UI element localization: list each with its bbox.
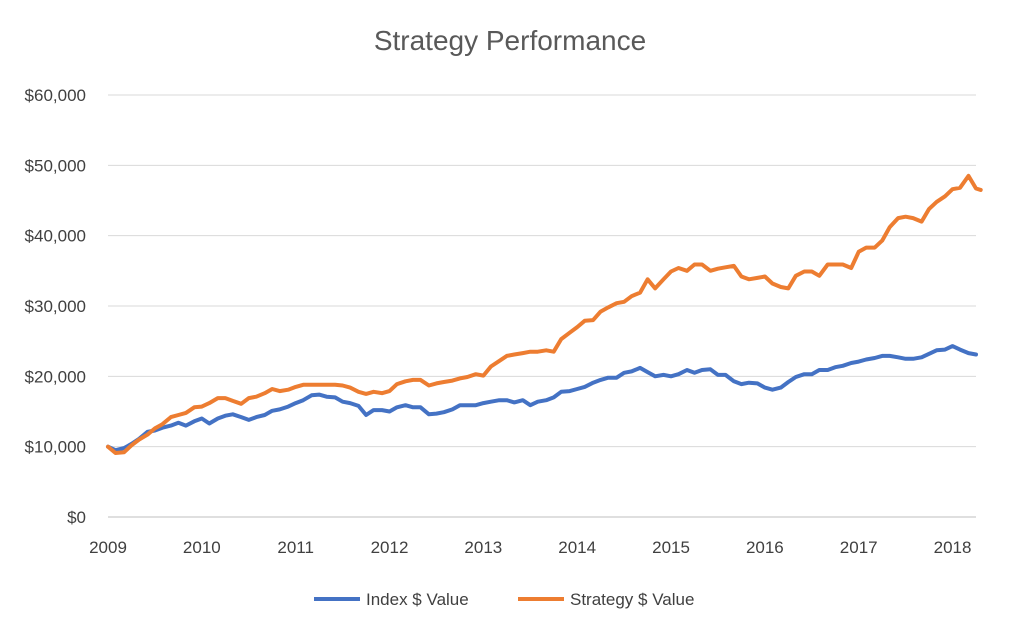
x-tick-label: 2015 (652, 538, 690, 557)
chart-title: Strategy Performance (374, 25, 646, 56)
legend-item: Index $ Value (314, 590, 469, 609)
x-tick-label: 2012 (371, 538, 409, 557)
legend: Index $ Value Strategy $ Value (314, 590, 694, 609)
x-tick-label: 2014 (558, 538, 596, 557)
x-tick-label: 2010 (183, 538, 221, 557)
y-tick-label: $60,000 (25, 86, 86, 105)
grid-layer (108, 94, 976, 518)
legend-label: Index $ Value (366, 590, 469, 609)
series-line-index (106, 344, 978, 453)
series-line-strategy (106, 173, 983, 455)
legend-label: Strategy $ Value (570, 590, 694, 609)
x-tick-label: 2018 (934, 538, 972, 557)
x-tick-label: 2017 (840, 538, 878, 557)
y-tick-label: $10,000 (25, 438, 86, 457)
y-tick-label: $40,000 (25, 227, 86, 246)
y-tick-label: $30,000 (25, 297, 86, 316)
x-tick-label: 2013 (464, 538, 502, 557)
y-tick-label: $20,000 (25, 367, 86, 386)
x-tick-label: 2016 (746, 538, 784, 557)
y-tick-label: $50,000 (25, 156, 86, 175)
y-tick-labels: $0 $10,000 $20,000 $30,000 $40,000 $50,000 $60… (25, 86, 86, 527)
x-tick-label: 2011 (277, 538, 314, 557)
y-tick-label: $0 (67, 508, 86, 527)
series-layer (106, 173, 983, 455)
legend-item: Strategy $ Value (518, 590, 694, 609)
x-tick-label: 2009 (89, 538, 127, 557)
x-tick-labels: 2009 2010 2011 2012 2013 2014 2015 2016 2017 2018 (89, 538, 971, 557)
